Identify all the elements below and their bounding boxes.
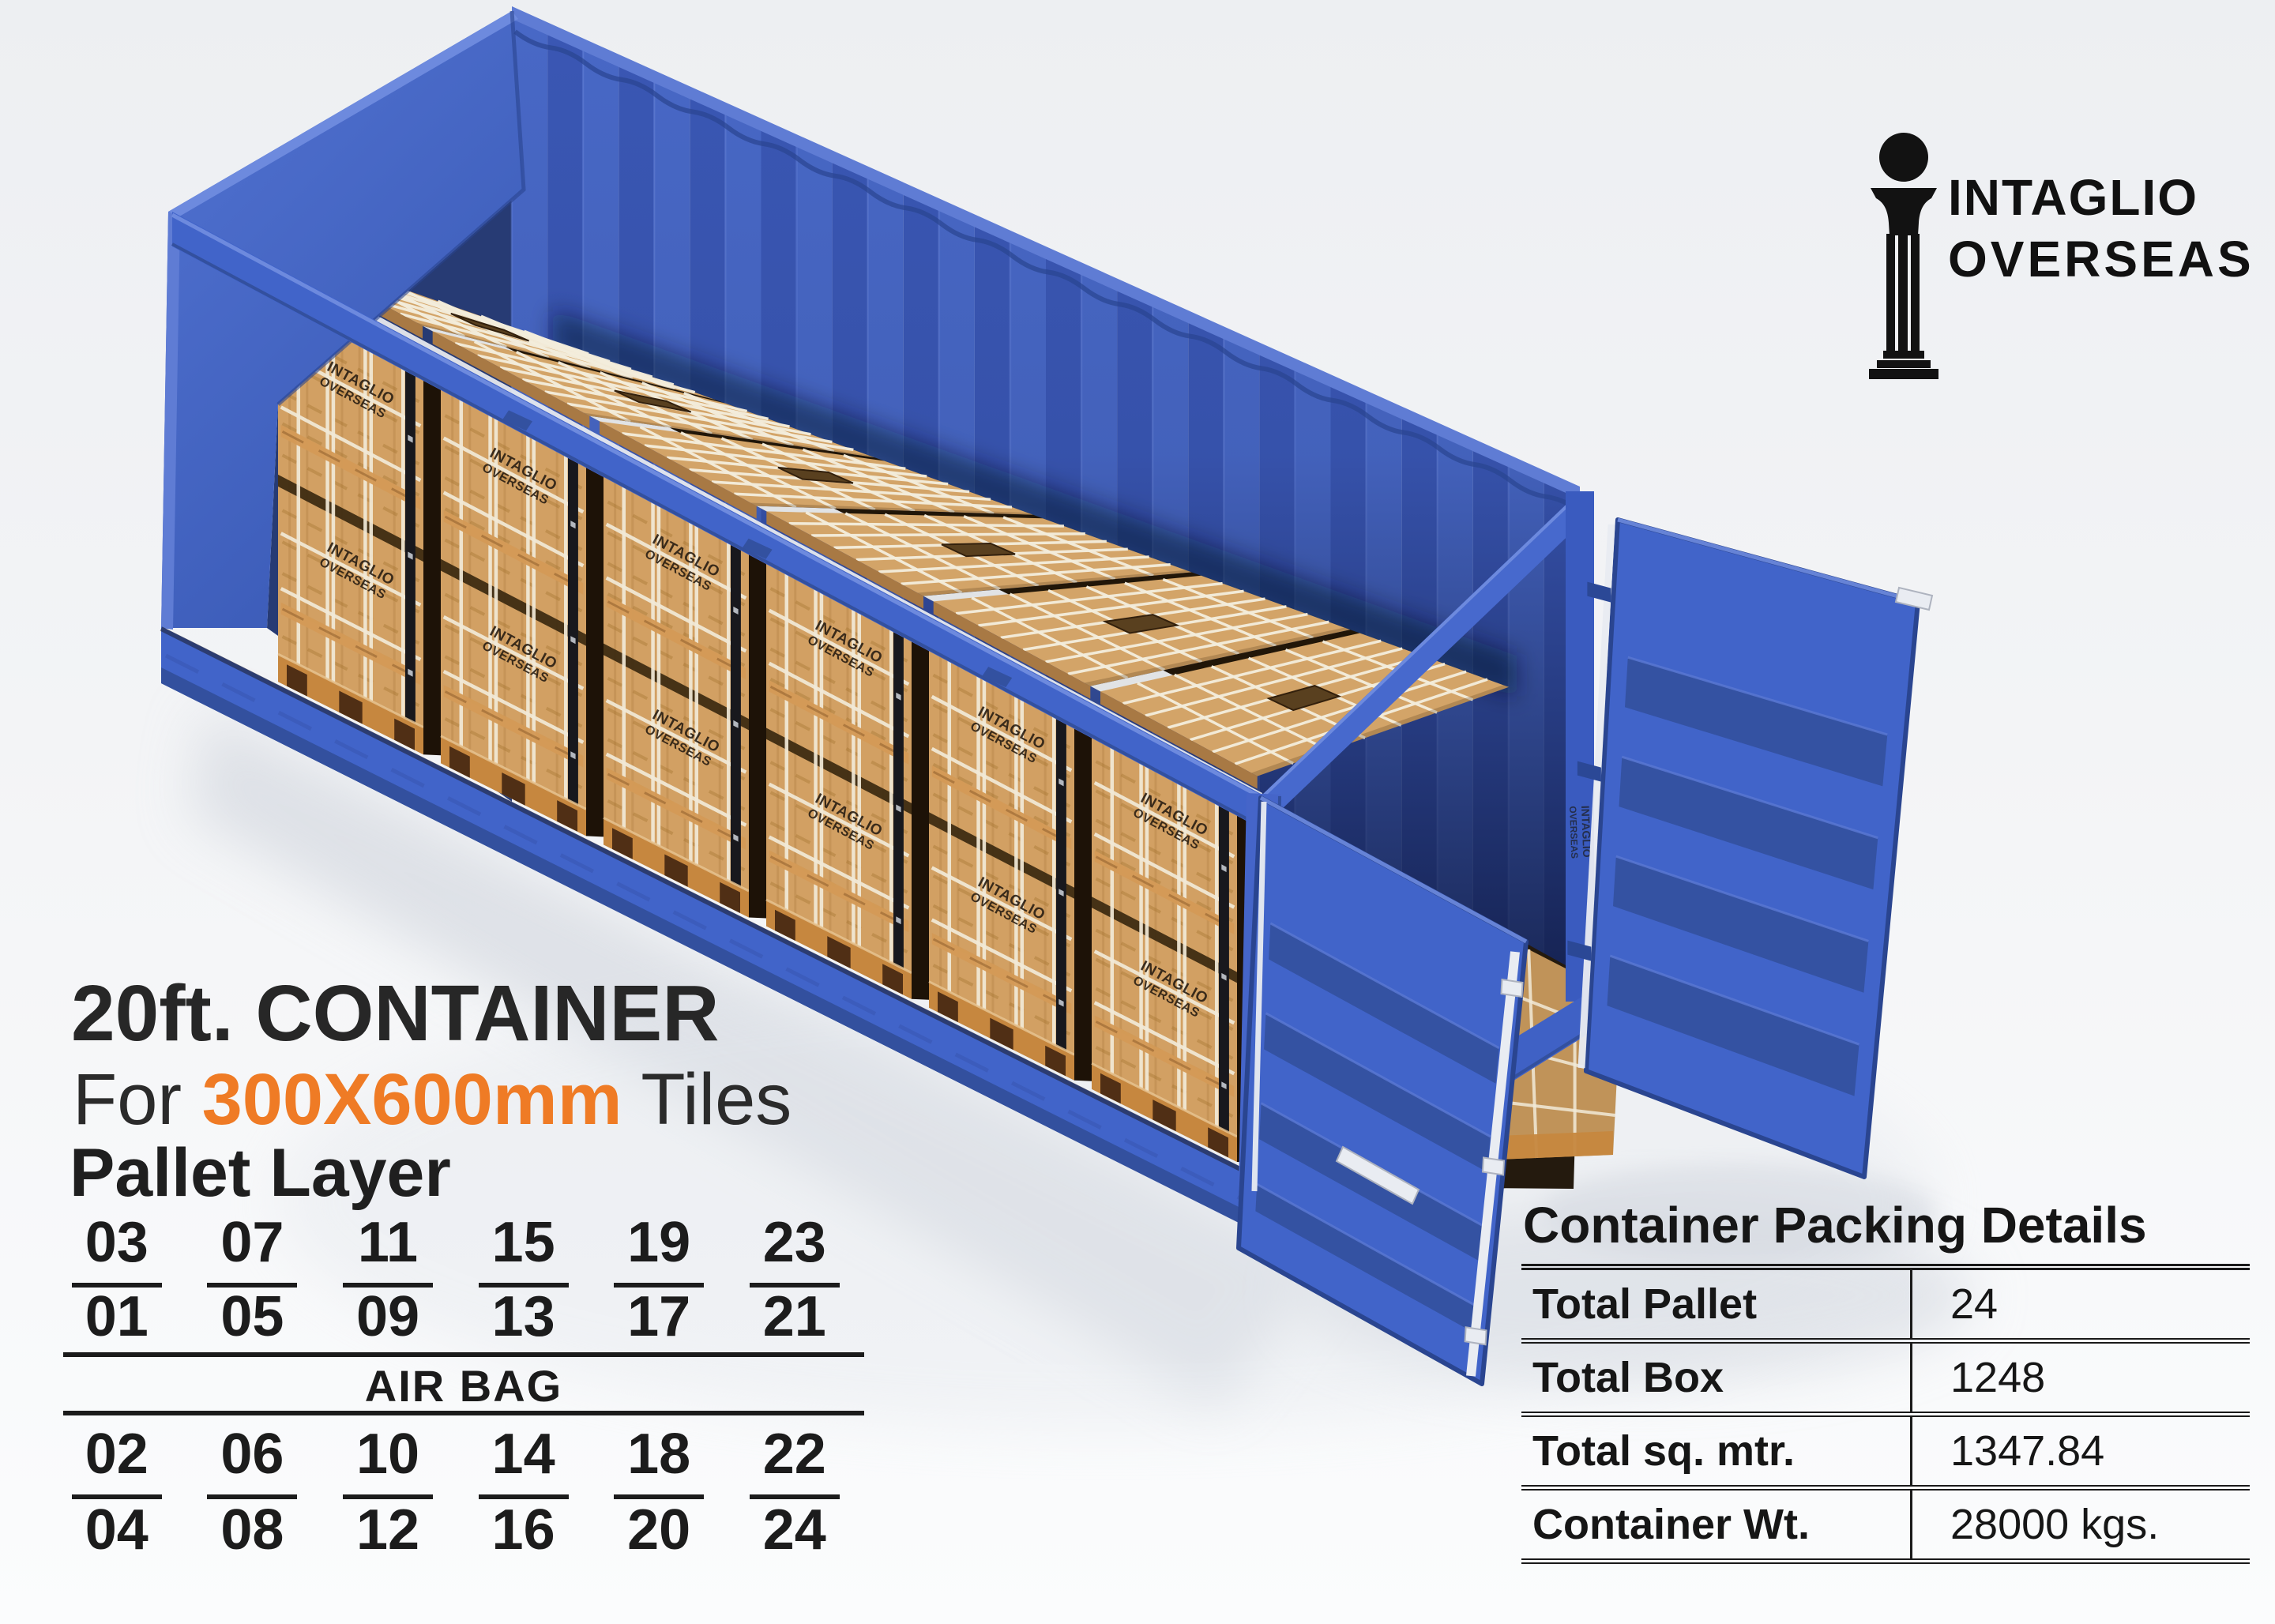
front-pallet-stacks: INTAGLIOOVERSEASINTAGLIOOVERSEASINTAGLIO… (277, 287, 1254, 1163)
page-title: 20ft. CONTAINER (71, 969, 720, 1058)
table-row: Container Wt. 28000 kgs. (1521, 1491, 2250, 1564)
pallet-cell: 01 (85, 1285, 149, 1348)
pallet-cell: 07 (207, 1210, 298, 1288)
table-row: Total Pallet 24 (1521, 1270, 2250, 1344)
pallet-cell: 13 (491, 1285, 555, 1348)
pallet-cell: 10 (342, 1422, 433, 1499)
pillar-icon (1869, 133, 1938, 379)
tile-size-accent: 300X600mm (201, 1059, 622, 1140)
pallet-row-2: 01 05 09 13 17 21 (49, 1284, 863, 1349)
packing-details-title: Container Packing Details (1523, 1197, 2147, 1254)
pallet-cell: 11 (342, 1210, 433, 1288)
row-value: 24 (1950, 1280, 1999, 1328)
pallet-cell: 09 (355, 1285, 420, 1348)
packing-details-table: Total Pallet 24 Total Box 1248 Total sq.… (1521, 1264, 2250, 1564)
top-pallet-row (265, 241, 1509, 789)
pallet-cell: 05 (220, 1285, 284, 1348)
door-left (1236, 795, 1529, 1386)
row-label: Total sq. mtr. (1521, 1417, 1912, 1485)
separator-line (63, 1411, 864, 1415)
row-label: Total Box (1521, 1344, 1912, 1412)
pallet-row-1: 03 07 11 15 19 23 (49, 1210, 863, 1288)
row-value: 1347.84 (1950, 1427, 2105, 1475)
pallet-cell: 21 (762, 1285, 826, 1348)
pallet-cell: 04 (85, 1498, 149, 1562)
airbag-label: AIR BAG (364, 1361, 563, 1411)
pallet-cell: 06 (207, 1422, 298, 1499)
pallet-cell: 20 (627, 1498, 691, 1562)
subtitle-prefix: For (73, 1059, 202, 1140)
row-label: Total Pallet (1521, 1270, 1912, 1338)
pallet-row-3: 02 06 10 14 18 22 (49, 1422, 863, 1499)
row-value: 1248 (1950, 1354, 2046, 1401)
pallet-cell: 02 (71, 1422, 162, 1499)
pallet-cell: 03 (71, 1210, 162, 1288)
svg-text:INTAGLIO: INTAGLIO (1579, 806, 1593, 858)
pallet-cell: 12 (355, 1498, 420, 1562)
pallet-cell: 17 (627, 1285, 691, 1348)
pallet-cell: 22 (749, 1422, 840, 1499)
logo-line1: INTAGLIO (1948, 169, 2198, 226)
door-right (1584, 517, 1920, 1179)
pallet-cell: 24 (762, 1498, 826, 1562)
page-subtitle: For 300X600mm Tiles (73, 1058, 792, 1141)
pallet-row-4: 04 08 12 16 20 24 (49, 1498, 863, 1562)
pallet-cell: 15 (478, 1210, 569, 1288)
container-doors (1236, 517, 1934, 1386)
pallet-cell: 14 (478, 1422, 569, 1499)
subtitle-suffix: Tiles (622, 1059, 792, 1140)
table-row: Total Box 1248 (1521, 1344, 2250, 1417)
brand-logo: INTAGLIO OVERSEAS (1869, 133, 2254, 379)
row-label: Container Wt. (1521, 1491, 1912, 1558)
pallet-cell: 19 (614, 1210, 705, 1288)
pallet-cell: 08 (220, 1498, 284, 1562)
pallet-layer-heading: Pallet Layer (70, 1135, 451, 1211)
row-value: 28000 kgs. (1950, 1501, 2160, 1548)
pallet-cell: 16 (491, 1498, 555, 1562)
separator-line (63, 1352, 864, 1357)
pallet-cell: 23 (749, 1210, 840, 1288)
packing-details: Container Packing Details Total Pallet 2… (1521, 1196, 2250, 1564)
pallet-cell: 18 (614, 1422, 705, 1499)
svg-text:OVERSEAS: OVERSEAS (1567, 806, 1580, 859)
logo-line2: OVERSEAS (1948, 231, 2254, 288)
table-row: Total sq. mtr. 1347.84 (1521, 1417, 2250, 1491)
